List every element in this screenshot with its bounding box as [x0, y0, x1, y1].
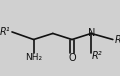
Text: N: N — [87, 28, 95, 38]
Text: R¹: R¹ — [0, 27, 10, 37]
Text: R²: R² — [92, 51, 102, 61]
Text: R³: R³ — [115, 35, 120, 45]
Text: O: O — [68, 53, 76, 63]
Text: NH₂: NH₂ — [25, 53, 42, 62]
